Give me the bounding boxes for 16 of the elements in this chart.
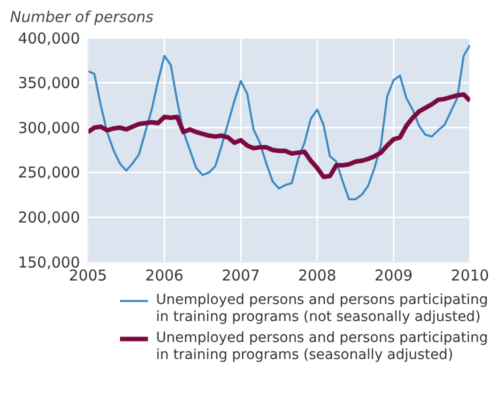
y-tick-label: 200,000 <box>18 208 80 227</box>
x-tick-label: 2008 <box>298 266 336 285</box>
y-tick-label: 250,000 <box>18 164 80 182</box>
line-series <box>88 44 470 200</box>
line-series <box>88 92 470 180</box>
x-tick-label: 2005 <box>68 266 108 285</box>
x-tick-label: 2010 <box>450 266 490 285</box>
x-tick-label: 2006 <box>145 266 184 285</box>
x-tick-label: 2007 <box>222 266 260 285</box>
y-tick-label: 350,000 <box>18 74 80 92</box>
y-tick-label: 300,000 <box>18 118 80 137</box>
y-tick-label: 400,000 <box>18 29 80 48</box>
legend-label: Unemployed persons and persons participating in training programs (seasonally adjusted) <box>156 330 489 364</box>
y-axis-title: Number of persons <box>10 8 154 26</box>
x-tick-label: 2009 <box>374 266 413 285</box>
legend-label: Unemployed persons and persons participating in training programs (not seasonally adjusted) <box>156 292 489 326</box>
